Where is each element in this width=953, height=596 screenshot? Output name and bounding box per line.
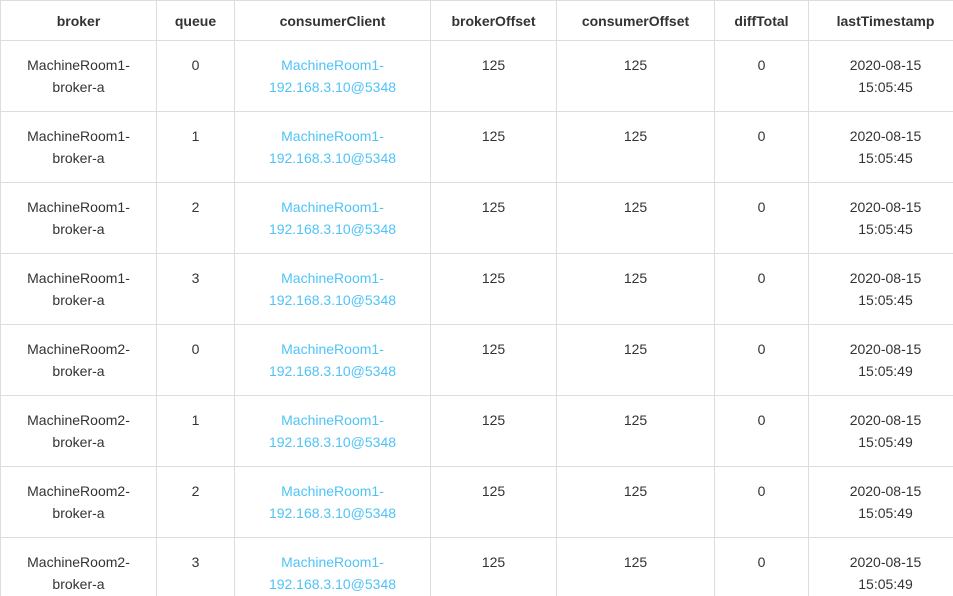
consumer-client-cell: MachineRoom1-192.168.3.10@5348 (234, 182, 431, 254)
last-timestamp-cell: 2020-08-15 15:05:49 (808, 324, 953, 396)
last-timestamp-cell: 2020-08-15 15:05:45 (808, 253, 953, 325)
table-row: MachineRoom2-broker-a 0 MachineRoom1-192… (0, 324, 953, 396)
diff-total-cell: 0 (714, 324, 809, 396)
consumer-client-link[interactable]: MachineRoom1-192.168.3.10@5348 (268, 270, 397, 308)
diff-total-cell: 0 (714, 253, 809, 325)
column-header-last-timestamp: lastTimestamp (808, 0, 953, 41)
last-timestamp-cell: 2020-08-15 15:05:45 (808, 111, 953, 183)
consumer-offset-cell: 125 (556, 253, 715, 325)
table-row: MachineRoom1-broker-a 3 MachineRoom1-192… (0, 253, 953, 325)
diff-total-cell: 0 (714, 395, 809, 467)
queue-cell: 1 (156, 395, 235, 467)
consumer-client-cell: MachineRoom1-192.168.3.10@5348 (234, 111, 431, 183)
table-row: MachineRoom2-broker-a 2 MachineRoom1-192… (0, 466, 953, 538)
consumer-client-cell: MachineRoom1-192.168.3.10@5348 (234, 40, 431, 112)
diff-total-cell: 0 (714, 40, 809, 112)
broker-offset-cell: 125 (430, 253, 557, 325)
table-row: MachineRoom2-broker-a 1 MachineRoom1-192… (0, 395, 953, 467)
column-header-broker: broker (0, 0, 157, 41)
diff-total-cell: 0 (714, 537, 809, 596)
consumer-client-cell: MachineRoom1-192.168.3.10@5348 (234, 466, 431, 538)
column-header-consumer-client: consumerClient (234, 0, 431, 41)
queue-cell: 3 (156, 253, 235, 325)
broker-cell: MachineRoom1-broker-a (0, 40, 157, 112)
queue-cell: 0 (156, 324, 235, 396)
consumer-client-cell: MachineRoom1-192.168.3.10@5348 (234, 253, 431, 325)
table-row: MachineRoom2-broker-a 3 MachineRoom1-192… (0, 537, 953, 596)
queue-cell: 3 (156, 537, 235, 596)
table-row: MachineRoom1-broker-a 2 MachineRoom1-192… (0, 182, 953, 254)
broker-cell: MachineRoom2-broker-a (0, 324, 157, 396)
consumer-client-link[interactable]: MachineRoom1-192.168.3.10@5348 (268, 412, 397, 450)
consumer-client-link[interactable]: MachineRoom1-192.168.3.10@5348 (268, 128, 397, 166)
consumer-client-link[interactable]: MachineRoom1-192.168.3.10@5348 (268, 199, 397, 237)
broker-cell: MachineRoom1-broker-a (0, 111, 157, 183)
last-timestamp-cell: 2020-08-15 15:05:49 (808, 466, 953, 538)
column-header-consumer-offset: consumerOffset (556, 0, 715, 41)
broker-offset-cell: 125 (430, 324, 557, 396)
consumer-client-link[interactable]: MachineRoom1-192.168.3.10@5348 (268, 483, 397, 521)
last-timestamp-cell: 2020-08-15 15:05:45 (808, 40, 953, 112)
queue-cell: 2 (156, 466, 235, 538)
queue-cell: 0 (156, 40, 235, 112)
consumer-client-link[interactable]: MachineRoom1-192.168.3.10@5348 (268, 341, 397, 379)
consumer-table-body: MachineRoom1-broker-a 0 MachineRoom1-192… (0, 40, 953, 596)
last-timestamp-cell: 2020-08-15 15:05:49 (808, 537, 953, 596)
consumer-client-cell: MachineRoom1-192.168.3.10@5348 (234, 324, 431, 396)
queue-cell: 2 (156, 182, 235, 254)
table-row: MachineRoom1-broker-a 1 MachineRoom1-192… (0, 111, 953, 183)
queue-cell: 1 (156, 111, 235, 183)
consumer-offset-cell: 125 (556, 111, 715, 183)
consumer-client-cell: MachineRoom1-192.168.3.10@5348 (234, 395, 431, 467)
consumer-offset-cell: 125 (556, 182, 715, 254)
consumer-offset-cell: 125 (556, 466, 715, 538)
broker-cell: MachineRoom2-broker-a (0, 537, 157, 596)
table-header: broker queue consumerClient brokerOffset… (0, 0, 953, 41)
consumer-client-link[interactable]: MachineRoom1-192.168.3.10@5348 (268, 57, 397, 95)
consumer-offset-cell: 125 (556, 324, 715, 396)
broker-offset-cell: 125 (430, 182, 557, 254)
column-header-broker-offset: brokerOffset (430, 0, 557, 41)
broker-offset-cell: 125 (430, 537, 557, 596)
broker-offset-cell: 125 (430, 395, 557, 467)
broker-offset-cell: 125 (430, 40, 557, 112)
table-row: MachineRoom1-broker-a 0 MachineRoom1-192… (0, 40, 953, 112)
broker-cell: MachineRoom2-broker-a (0, 395, 157, 467)
diff-total-cell: 0 (714, 182, 809, 254)
consumer-client-cell: MachineRoom1-192.168.3.10@5348 (234, 537, 431, 596)
header-row: broker queue consumerClient brokerOffset… (0, 0, 953, 41)
broker-cell: MachineRoom1-broker-a (0, 253, 157, 325)
column-header-queue: queue (156, 0, 235, 41)
column-header-diff-total: diffTotal (714, 0, 809, 41)
diff-total-cell: 0 (714, 466, 809, 538)
diff-total-cell: 0 (714, 111, 809, 183)
consumer-offset-cell: 125 (556, 537, 715, 596)
consumer-client-link[interactable]: MachineRoom1-192.168.3.10@5348 (268, 554, 397, 592)
broker-offset-cell: 125 (430, 466, 557, 538)
broker-cell: MachineRoom1-broker-a (0, 182, 157, 254)
consumer-offset-cell: 125 (556, 40, 715, 112)
last-timestamp-cell: 2020-08-15 15:05:45 (808, 182, 953, 254)
consumer-offset-cell: 125 (556, 395, 715, 467)
broker-offset-cell: 125 (430, 111, 557, 183)
broker-cell: MachineRoom2-broker-a (0, 466, 157, 538)
last-timestamp-cell: 2020-08-15 15:05:49 (808, 395, 953, 467)
